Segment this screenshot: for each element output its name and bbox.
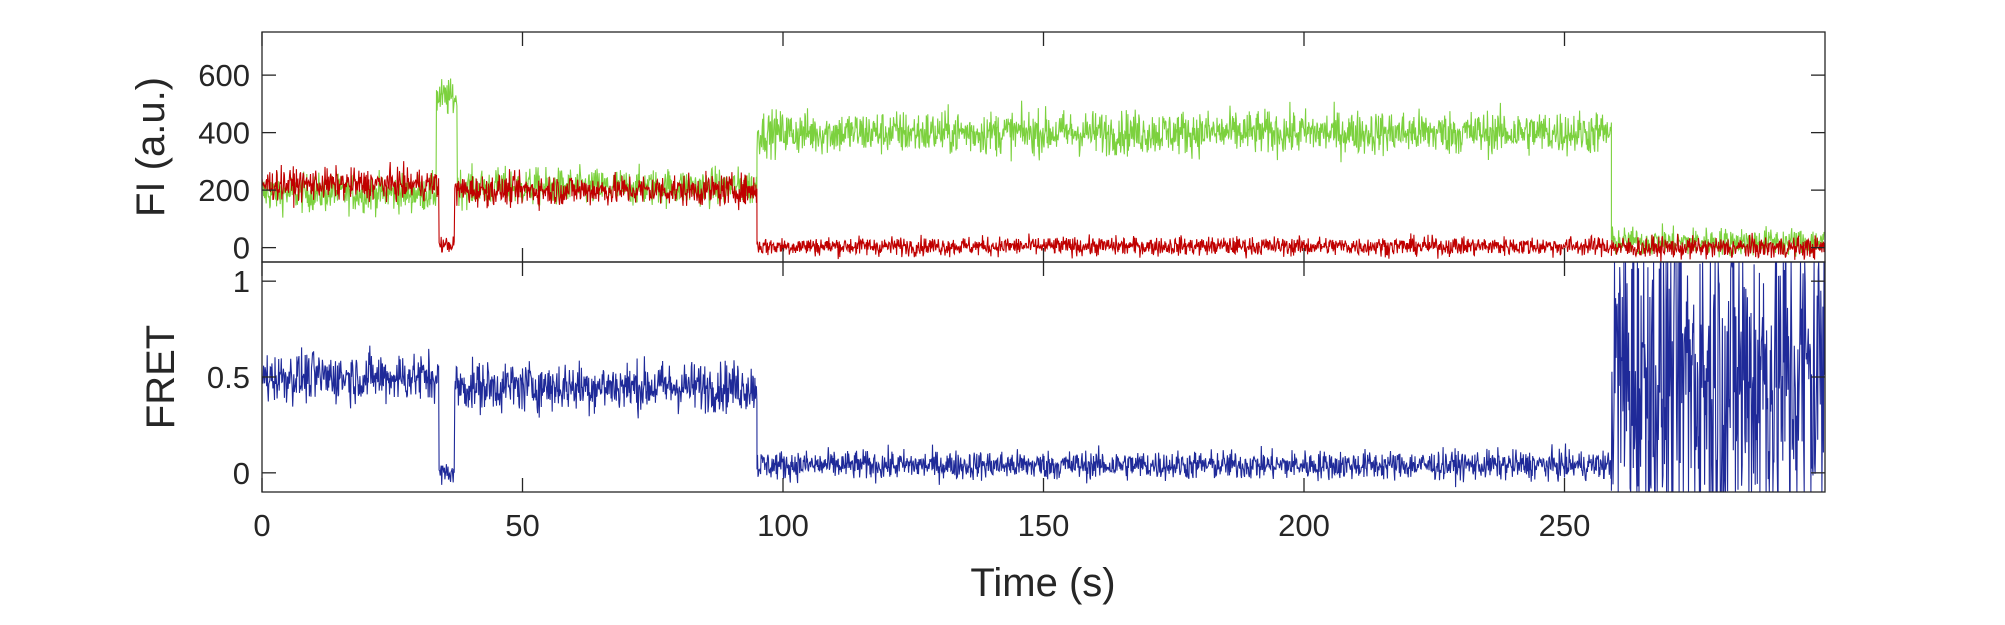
- fret-panel: 00.51 0 50 100 150 200 250 FRET Time (s): [139, 261, 1826, 605]
- series-line-1-0: [262, 262, 1825, 492]
- x-tick-label: 100: [757, 508, 809, 543]
- x-tick-label: 150: [1018, 508, 1070, 543]
- fluorescence-y-axis-label: FI (a.u.): [129, 77, 173, 217]
- y-tick-label: 0: [233, 456, 250, 491]
- series-line-0-1: [262, 161, 1825, 262]
- y-tick-label: 0.5: [207, 360, 250, 395]
- fluorescence-y-ticks: 0 200 400 600: [198, 58, 1825, 266]
- y-tick-label: 0: [233, 231, 250, 266]
- fluorescence-x-ticks: [261, 32, 1566, 262]
- fluorescence-traces: [262, 78, 1825, 262]
- fret-traces: [262, 262, 1825, 492]
- x-tick-label: 250: [1539, 508, 1591, 543]
- fret-y-ticks: 00.51: [207, 264, 1825, 491]
- y-tick-label: 400: [198, 116, 250, 151]
- y-tick-label: 1: [233, 264, 250, 299]
- x-tick-label: 50: [505, 508, 539, 543]
- series-line-0-0: [262, 78, 1825, 258]
- y-tick-label: 200: [198, 173, 250, 208]
- fluorescence-panel: 0 200 400 600 FI (a.u.): [129, 31, 1826, 266]
- fret-x-ticks: 0 50 100 150 200 250: [253, 262, 1590, 543]
- time-x-axis-label: Time (s): [970, 561, 1115, 605]
- y-tick-label: 600: [198, 58, 250, 93]
- x-tick-label: 200: [1278, 508, 1330, 543]
- fret-y-axis-label: FRET: [139, 325, 183, 429]
- x-tick-label: 0: [253, 508, 270, 543]
